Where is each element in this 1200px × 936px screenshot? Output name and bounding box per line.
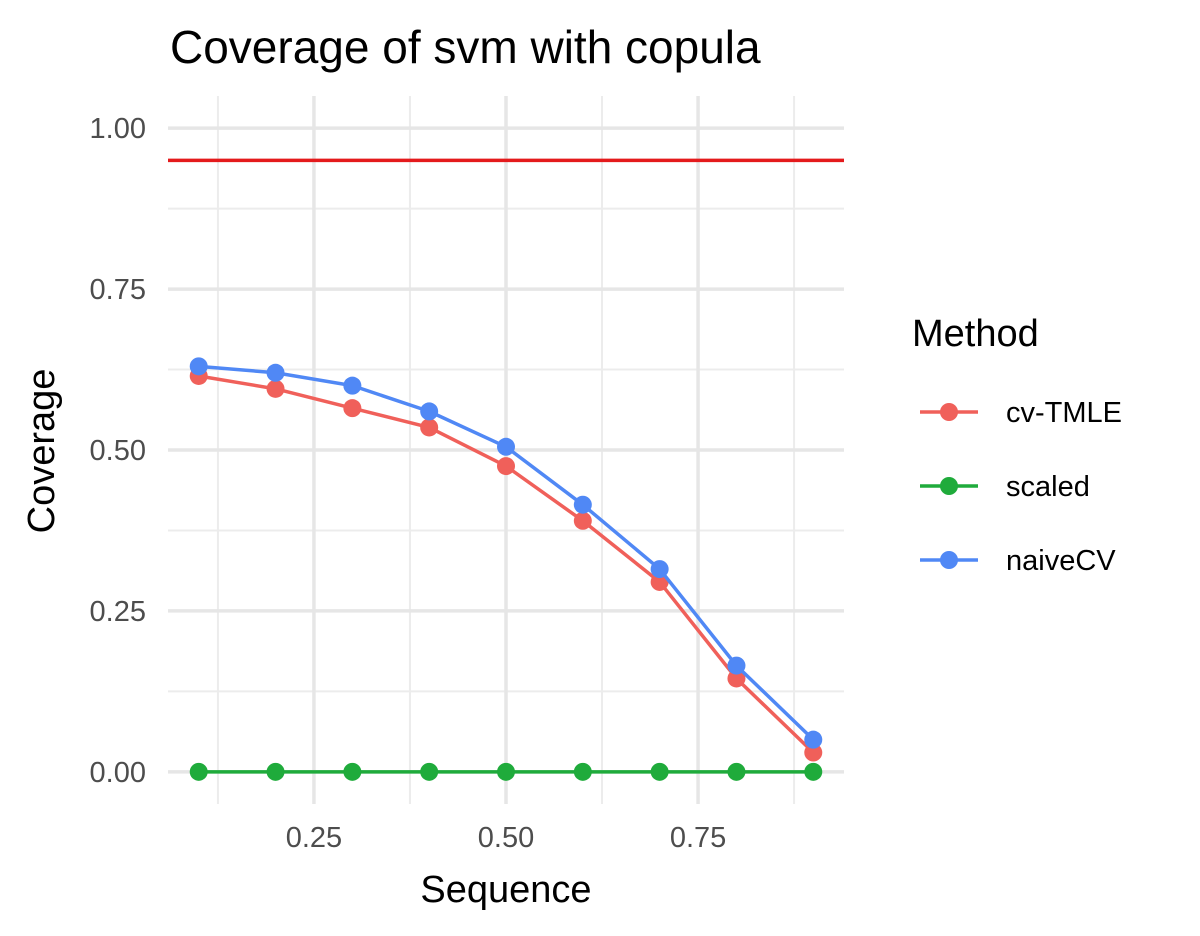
y-axis-title: Coverage xyxy=(21,369,63,534)
data-point xyxy=(343,376,362,395)
data-point xyxy=(266,363,285,382)
legend-label: cv-TMLE xyxy=(1006,397,1122,429)
data-point xyxy=(804,743,823,762)
y-tick-label: 0.25 xyxy=(90,596,146,628)
data-point xyxy=(343,399,362,418)
legend-item: cv-TMLE xyxy=(920,397,1122,429)
data-point xyxy=(497,457,515,476)
data-point xyxy=(266,379,285,398)
data-point xyxy=(573,511,592,530)
data-point xyxy=(497,437,515,456)
x-tick-label: 0.25 xyxy=(286,822,342,854)
legend-key-point xyxy=(940,403,958,421)
data-point xyxy=(573,762,592,781)
data-point xyxy=(573,495,592,514)
legend-item: scaled xyxy=(920,471,1090,503)
x-axis-title: Sequence xyxy=(420,869,591,911)
data-point xyxy=(727,669,746,688)
data-point xyxy=(804,730,823,749)
data-point xyxy=(727,762,746,781)
data-point xyxy=(650,762,669,781)
data-point xyxy=(727,656,746,675)
data-point xyxy=(266,762,285,781)
data-point xyxy=(189,357,208,376)
data-point xyxy=(804,762,823,781)
legend-title: Method xyxy=(912,313,1039,355)
series-scaled xyxy=(189,762,823,781)
legend-item: naiveCV xyxy=(920,545,1116,577)
legend-label: naiveCV xyxy=(1006,545,1116,577)
tick-labels: 0.00 0.25 0.50 0.75 1.00 0.25 0.50 0.75 xyxy=(90,113,727,854)
data-point xyxy=(343,762,362,781)
legend-key-point xyxy=(940,477,958,495)
chart-title: Coverage of svm with copula xyxy=(170,21,761,73)
y-tick-label: 0.75 xyxy=(90,274,146,306)
data-point xyxy=(420,418,439,437)
legend: Method cv-TMLE scaled naiveCV xyxy=(912,313,1122,577)
legend-label: scaled xyxy=(1006,471,1090,503)
series-naiveCV xyxy=(189,357,823,749)
data-point xyxy=(497,762,515,781)
data-point xyxy=(650,560,669,579)
y-tick-label: 0.00 xyxy=(90,757,146,789)
x-tick-label: 0.75 xyxy=(670,822,726,854)
legend-key-point xyxy=(940,551,958,569)
data-point xyxy=(420,402,439,421)
y-tick-label: 1.00 xyxy=(90,113,146,145)
data-point xyxy=(189,762,208,781)
y-tick-label: 0.50 xyxy=(90,435,146,467)
series-group xyxy=(189,357,823,781)
data-point xyxy=(420,762,439,781)
x-tick-label: 0.50 xyxy=(478,822,534,854)
